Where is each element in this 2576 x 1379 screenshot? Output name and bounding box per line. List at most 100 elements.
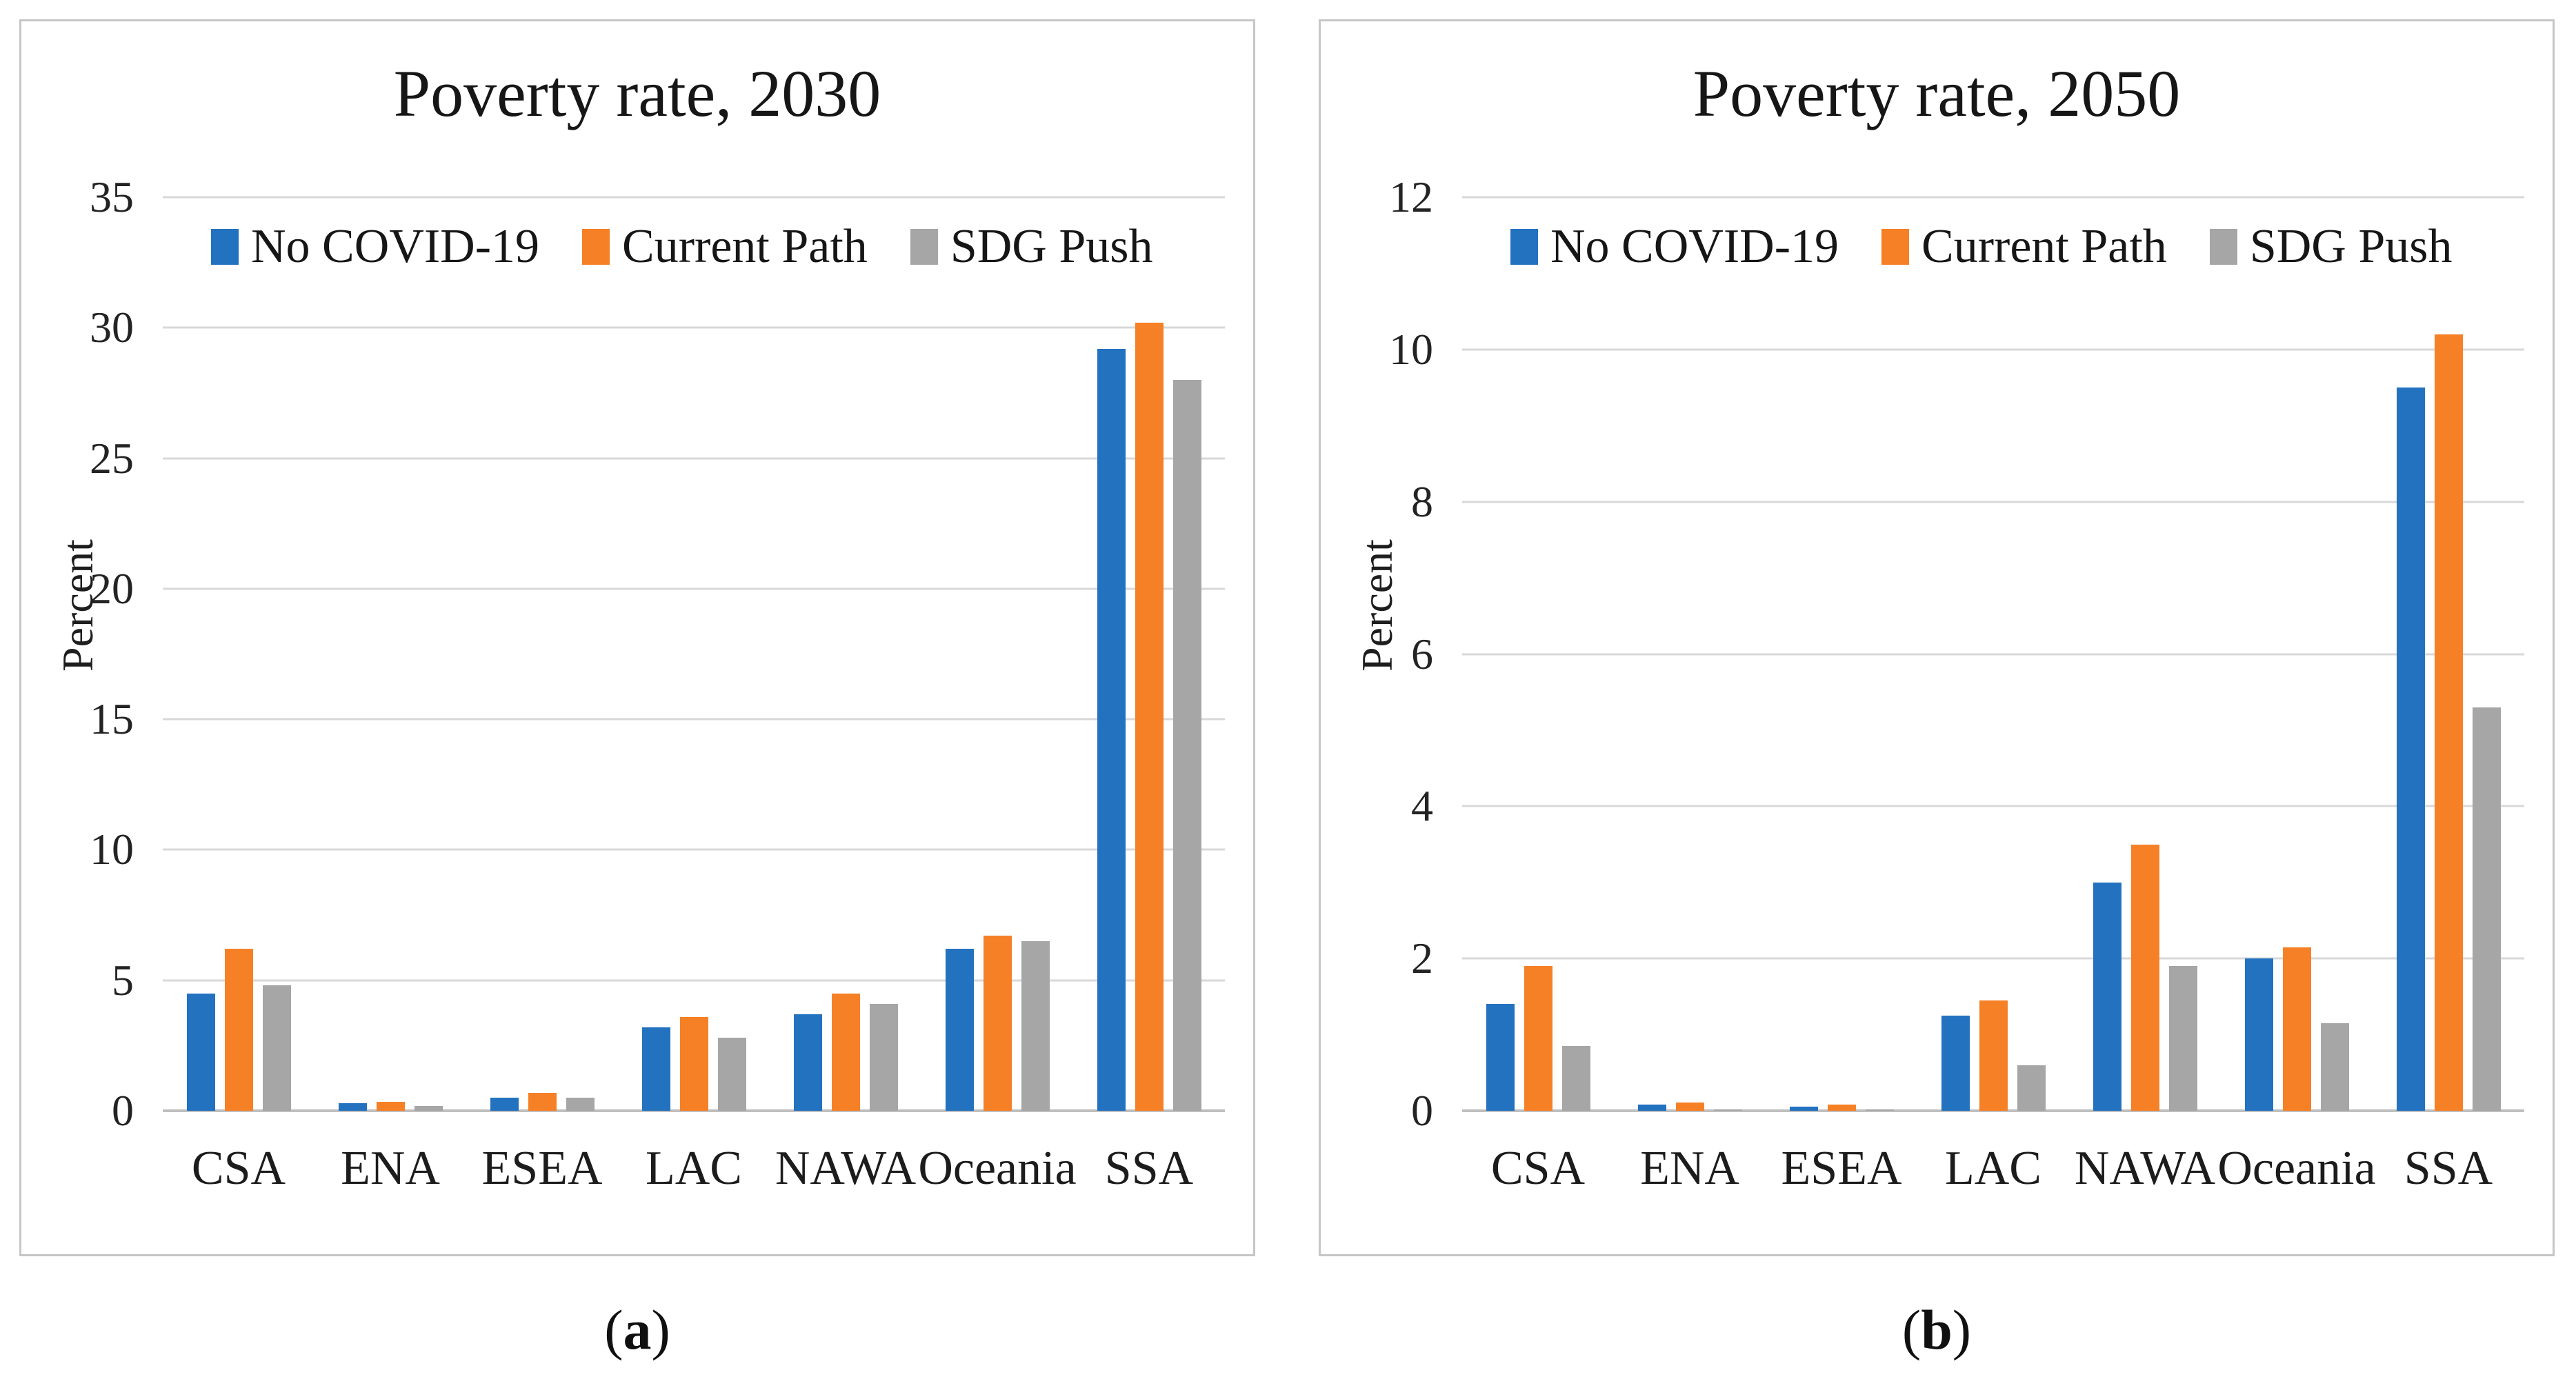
bar-sdg-push-nawa — [2168, 966, 2197, 1111]
subfigure-caption-a: (a) — [604, 1298, 670, 1361]
bar-sdg-push-lac — [2017, 1065, 2046, 1111]
y-tick-label: 25 — [90, 433, 134, 483]
legend-swatch-icon — [910, 229, 938, 265]
x-category-label-esea: ESEA — [481, 1142, 603, 1195]
gridline — [1462, 348, 2524, 351]
x-category-label-csa: CSA — [191, 1142, 286, 1195]
x-category-label-oceania: Oceania — [2217, 1142, 2376, 1195]
bar-group-esea — [1766, 197, 1917, 1111]
gridline — [163, 457, 1225, 460]
y-tick-label: 8 — [1411, 476, 1433, 526]
bar-no-covid-19-nawa — [793, 1014, 822, 1111]
bar-no-covid-19-nawa — [2093, 882, 2121, 1111]
bar-group-oceania — [921, 197, 1073, 1111]
bar-group-nawa — [2069, 197, 2221, 1111]
bar-no-covid-19-oceania — [2244, 958, 2273, 1111]
bar-current-path-nawa — [831, 993, 860, 1111]
plot-area: 0 5 10 15 20 25 30 35 — [90, 175, 1225, 1133]
y-tick-label: 4 — [1411, 781, 1433, 831]
y-tick-label: 0 — [112, 1086, 134, 1135]
bar-current-path-nawa — [2130, 844, 2159, 1111]
chart-panel-2030: Poverty rate, 2030 Percent 0 5 10 15 20 25 30 3… — [19, 19, 1255, 1256]
bar-current-path-esea — [1827, 1105, 1856, 1111]
bar-sdg-push-esea — [1865, 1109, 1894, 1111]
bar-current-path-csa — [1524, 966, 1552, 1111]
legend-label: SDG Push — [950, 220, 1153, 273]
gridline — [1462, 653, 2524, 655]
legend-swatch-icon — [211, 229, 239, 265]
subfigure-caption-b: (b) — [1901, 1298, 1972, 1361]
x-category-label-nawa: NAWA — [775, 1142, 917, 1195]
bar-sdg-push-ssa — [2472, 707, 2501, 1111]
bar-sdg-push-ena — [1713, 1109, 1742, 1111]
bar-current-path-ena — [1675, 1102, 1704, 1111]
legend-label: No COVID-19 — [251, 220, 540, 273]
legend-swatch-icon — [2209, 229, 2237, 265]
gridline — [1462, 196, 2524, 199]
y-tick-label: 35 — [90, 172, 134, 221]
legend-label: SDG Push — [2249, 220, 2453, 273]
x-category-label-nawa: NAWA — [2074, 1142, 2216, 1195]
bar-sdg-push-oceania — [2320, 1023, 2349, 1111]
bar-current-path-ssa — [2434, 334, 2463, 1111]
bar-no-covid-19-esea — [490, 1098, 519, 1111]
bar-no-covid-19-csa — [186, 993, 215, 1111]
bar-no-covid-19-lac — [641, 1027, 670, 1111]
gridline — [163, 326, 1225, 329]
bar-no-covid-19-ena — [1637, 1105, 1666, 1111]
x-category-label-lac: LAC — [1945, 1142, 2041, 1195]
legend-swatch-icon — [1510, 229, 1538, 265]
bar-sdg-push-csa — [262, 985, 291, 1111]
legend-label: No COVID-19 — [1550, 220, 1839, 273]
x-axis-category-labels: CSA ENA ESEA LAC NAWA Oceania SSA — [1462, 1142, 2524, 1204]
bar-group-csa — [1462, 197, 1614, 1111]
bar-no-covid-19-lac — [1941, 1015, 1970, 1111]
y-tick-label: 12 — [1389, 172, 1433, 221]
bar-no-covid-19-csa — [1486, 1004, 1515, 1111]
gridline — [163, 196, 1225, 199]
y-tick-label: 0 — [1411, 1086, 1433, 1135]
x-axis-zero-line — [163, 1109, 1225, 1112]
chart-panel-2050: Poverty rate, 2050 Percent 0 2 4 6 8 10 12 CSA… — [1319, 19, 2555, 1256]
legend: No COVID-19 Current Path SDG Push — [211, 223, 1153, 271]
bar-no-covid-19-esea — [1789, 1107, 1818, 1111]
x-category-label-oceania: Oceania — [918, 1142, 1077, 1195]
bar-group-ssa — [2373, 197, 2524, 1111]
bar-no-covid-19-oceania — [945, 949, 974, 1111]
legend-item-current-path: Current Path — [582, 223, 868, 271]
bar-no-covid-19-ssa — [1097, 348, 1126, 1111]
bar-current-path-oceania — [2282, 947, 2311, 1111]
bar-current-path-oceania — [983, 936, 1012, 1111]
legend-label: Current Path — [1921, 220, 2167, 273]
chart-title: Poverty rate, 2050 — [1693, 57, 2181, 130]
bar-group-oceania — [2221, 197, 2373, 1111]
y-tick-label: 30 — [90, 303, 134, 352]
legend-item-no-covid-19: No COVID-19 — [211, 223, 539, 271]
bar-current-path-lac — [1979, 1000, 2008, 1111]
bar-group-lac — [618, 197, 770, 1111]
y-tick-label: 20 — [90, 563, 134, 613]
y-tick-label: 10 — [1389, 324, 1433, 374]
y-tick-label: 6 — [1411, 629, 1433, 678]
x-category-label-lac: LAC — [646, 1142, 742, 1195]
legend: No COVID-19 Current Path SDG Push — [1510, 223, 2453, 271]
bar-sdg-push-esea — [566, 1098, 595, 1111]
bar-sdg-push-ssa — [1172, 380, 1201, 1111]
legend-item-no-covid-19: No COVID-19 — [1510, 223, 1839, 271]
plot-area: 0 2 4 6 8 10 12 — [1389, 175, 2524, 1133]
bar-current-path-csa — [224, 949, 253, 1111]
bar-current-path-ssa — [1135, 322, 1164, 1111]
bar-no-covid-19-ena — [338, 1103, 367, 1111]
bar-sdg-push-ena — [414, 1106, 443, 1111]
gridline — [163, 587, 1225, 590]
bar-current-path-ena — [376, 1101, 405, 1111]
y-tick-label: 5 — [112, 955, 134, 1005]
gridline — [1462, 501, 2524, 503]
bar-group-ssa — [1073, 197, 1225, 1111]
x-category-label-ena: ENA — [341, 1142, 440, 1195]
x-category-label-csa: CSA — [1490, 1142, 1586, 1195]
bar-sdg-push-nawa — [869, 1003, 898, 1111]
legend-label: Current Path — [622, 220, 868, 273]
chart-title: Poverty rate, 2030 — [393, 57, 881, 130]
